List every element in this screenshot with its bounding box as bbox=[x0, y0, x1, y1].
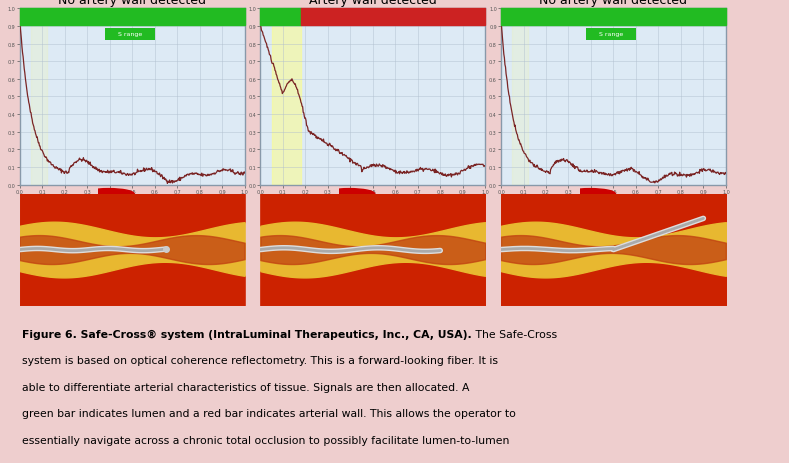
Text: The Safe-Cross: The Safe-Cross bbox=[472, 329, 557, 339]
Title: No artery wall detected: No artery wall detected bbox=[540, 0, 687, 6]
Text: essentially navigate across a chronic total occlusion to possibly facilitate lum: essentially navigate across a chronic to… bbox=[22, 435, 509, 445]
Title: Artery wall detected: Artery wall detected bbox=[309, 0, 436, 6]
Circle shape bbox=[83, 189, 134, 200]
Text: system is based on optical coherence reflectometry. This is a forward-looking fi: system is based on optical coherence ref… bbox=[22, 356, 498, 366]
Title: No artery wall detected: No artery wall detected bbox=[58, 0, 206, 6]
Text: able to differentiate arterial characteristics of tissue. Signals are then alloc: able to differentiate arterial character… bbox=[22, 382, 469, 392]
Bar bbox=[512, 9, 528, 185]
Bar bbox=[260, 9, 301, 26]
Circle shape bbox=[564, 189, 615, 200]
Bar bbox=[301, 9, 485, 26]
Bar bbox=[586, 29, 636, 41]
Bar bbox=[271, 9, 301, 185]
Bar bbox=[105, 29, 155, 41]
Text: S range: S range bbox=[118, 32, 142, 37]
Bar bbox=[501, 9, 726, 26]
Bar bbox=[20, 9, 245, 26]
Bar bbox=[31, 9, 47, 185]
Text: S range: S range bbox=[599, 32, 623, 37]
Circle shape bbox=[323, 189, 375, 200]
Text: Figure 6. Safe-Cross® system (IntraLuminal Therapeutics, Inc., CA, USA).: Figure 6. Safe-Cross® system (IntraLumin… bbox=[22, 329, 472, 339]
Text: green bar indicates lumen and a red bar indicates arterial wall. This allows the: green bar indicates lumen and a red bar … bbox=[22, 408, 516, 419]
